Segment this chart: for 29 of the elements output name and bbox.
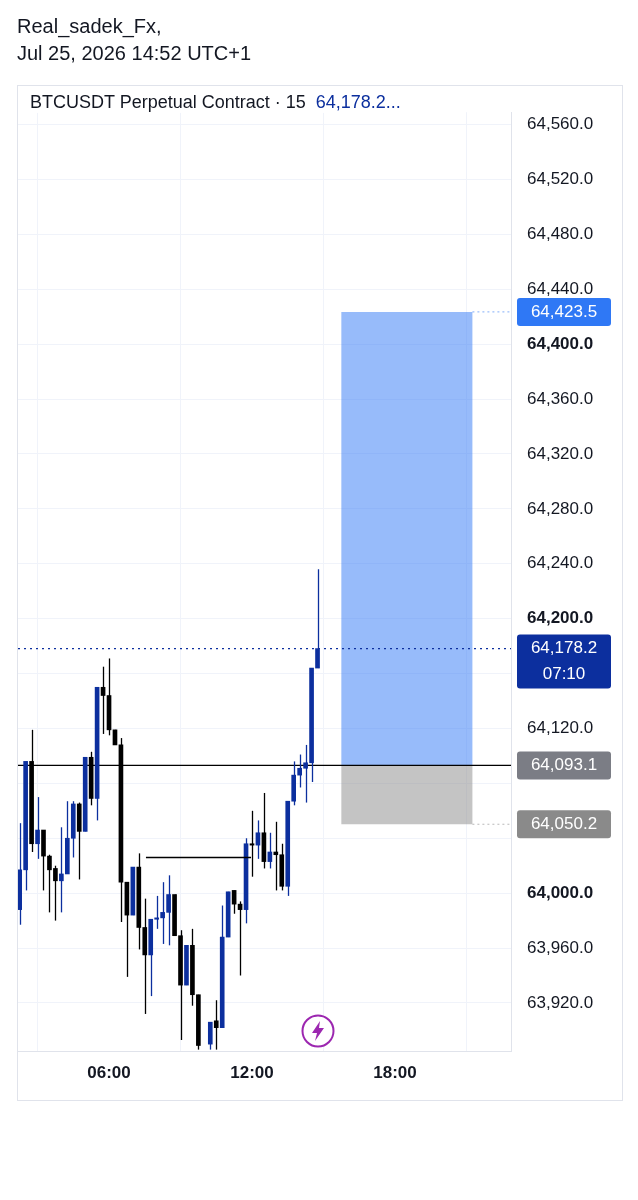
y-tick-label: 64,000.0 xyxy=(527,882,594,902)
y-tick-label: 64,360.0 xyxy=(527,388,594,408)
y-tick-label: 64,520.0 xyxy=(527,169,594,189)
y-tick-label: 64,560.0 xyxy=(527,114,594,134)
y-tick-label: 63,960.0 xyxy=(527,937,594,957)
y-tick-label: 63,920.0 xyxy=(527,992,594,1012)
candlestick xyxy=(213,999,219,1051)
y-tick-label: 64,400.0 xyxy=(527,333,594,353)
ref-line-label: 64,093.1 xyxy=(530,755,598,775)
chart-title: BTCUSDT Perpetual Contract · 15 xyxy=(30,92,306,112)
y-tick-label: 64,280.0 xyxy=(527,498,594,518)
x-tick-label: 12:00 xyxy=(230,1062,274,1082)
y-tick-label: 64,200.0 xyxy=(527,608,594,628)
y-tick-label: 64,120.0 xyxy=(527,718,594,738)
ref-line-label: 64,178.2 07:10 xyxy=(530,638,598,684)
chart-subtitle: 64,178.2... xyxy=(315,92,401,112)
candlestick xyxy=(35,796,40,860)
text: Real_sadek_Fx, xyxy=(17,14,163,40)
band-label: 64,423.5 xyxy=(530,301,598,321)
candlestick xyxy=(207,1021,213,1051)
x-tick-label: 06:00 xyxy=(87,1062,131,1082)
y-tick-label: 64,240.0 xyxy=(527,553,594,573)
y-tick-label: 64,320.0 xyxy=(527,443,594,463)
y-tick-label: 64,480.0 xyxy=(527,224,594,244)
x-tick-label: 18:00 xyxy=(373,1062,417,1082)
band-label: 64,050.2 xyxy=(530,813,598,833)
candlestick xyxy=(59,826,64,914)
y-tick-label: 64,440.0 xyxy=(527,278,594,298)
text: Jul 25, 2026 14:52 UTC+1 xyxy=(17,41,253,66)
